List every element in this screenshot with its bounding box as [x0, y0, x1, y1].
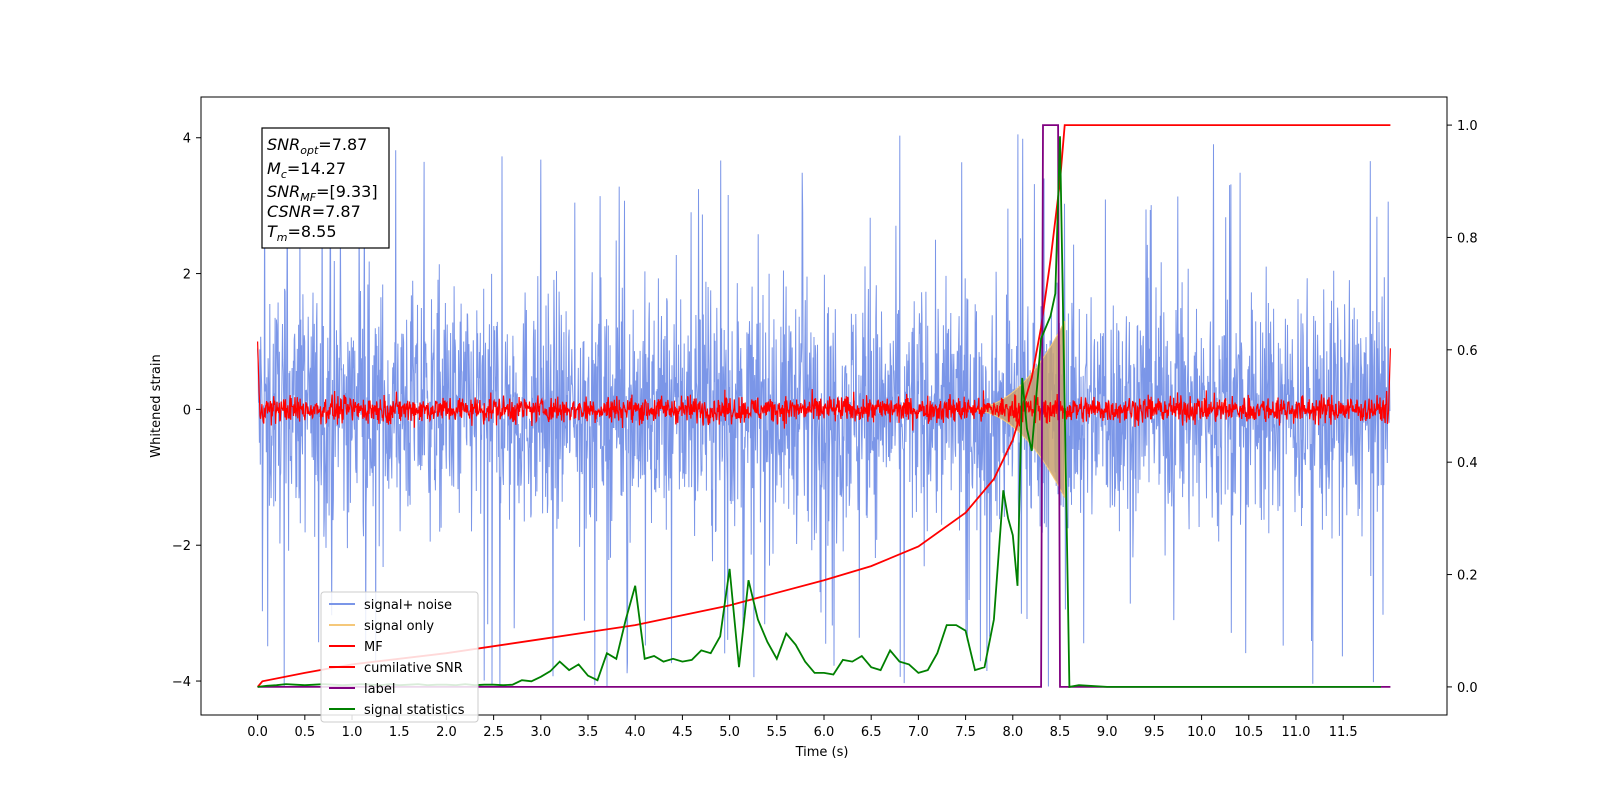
y-axis-ticks: 4 2 0 −2 −4 — [172, 132, 201, 690]
y2-tick-label: 0.6 — [1457, 344, 1478, 359]
x-tick-label: 0.0 — [247, 725, 268, 740]
legend-label-cumilative-snr: cumilative SNR — [364, 661, 463, 676]
series-mf-line — [257, 341, 1391, 431]
annotation-tm: Tm=8.55 — [267, 222, 337, 244]
x-tick-label: 2.5 — [483, 725, 504, 740]
y2-axis-ticks: 1.0 0.8 0.6 0.4 0.2 0.0 — [1447, 119, 1478, 696]
x-tick-label: 9.5 — [1144, 725, 1165, 740]
x-tick-label: 4.0 — [625, 725, 646, 740]
y2-tick-label: 0.2 — [1457, 569, 1478, 584]
x-tick-label: 5.0 — [719, 725, 740, 740]
annotation-mc: Mc=14.27 — [267, 159, 346, 181]
x-tick-label: 11.0 — [1281, 725, 1310, 740]
x-tick-label: 1.5 — [389, 725, 410, 740]
x-tick-label: 4.5 — [672, 725, 693, 740]
x-tick-label: 9.0 — [1097, 725, 1118, 740]
y-tick-label: −2 — [172, 539, 191, 554]
annotation-snr-mf: SNRMF=[9.33] — [267, 182, 378, 204]
y2-tick-label: 0.4 — [1457, 456, 1478, 471]
series-layer — [256, 124, 1391, 688]
x-tick-label: 10.5 — [1234, 725, 1263, 740]
y2-tick-label: 0.8 — [1457, 231, 1478, 246]
y2-tick-label: 1.0 — [1457, 119, 1478, 134]
x-tick-label: 6.0 — [814, 725, 835, 740]
legend: signal+ noise signal only MF cumilative … — [320, 591, 479, 723]
x-tick-label: 3.0 — [530, 725, 551, 740]
x-tick-label: 6.5 — [861, 725, 882, 740]
x-tick-label: 7.5 — [955, 725, 976, 740]
y-tick-label: 0 — [183, 403, 191, 418]
annotation-box: SNRopt=7.87 Mc=14.27 SNRMF=[9.33] CSNR=7… — [261, 127, 390, 249]
x-tick-label: 5.5 — [766, 725, 787, 740]
legend-label-label: label — [364, 682, 395, 697]
annotation-snr-opt: SNRopt=7.87 — [267, 135, 367, 157]
annotation-frame — [261, 127, 390, 249]
x-axis-ticks: 0.0 0.5 1.0 1.5 2.0 2.5 3.0 3.5 4.0 4.5 5.0 5.5 6.0 6… — [247, 715, 1358, 740]
x-tick-label: 3.5 — [578, 725, 599, 740]
y-tick-label: 2 — [183, 268, 191, 283]
annotation-csnr: CSNR=7.87 — [267, 202, 361, 221]
y-tick-label: −4 — [172, 675, 191, 690]
x-tick-label: 1.0 — [342, 725, 363, 740]
legend-label-signal-noise: signal+ noise — [364, 598, 452, 613]
y2-tick-label: 0.0 — [1457, 681, 1478, 696]
y-axis-label: Whitened strain — [149, 354, 164, 457]
x-tick-label: 11.5 — [1329, 725, 1358, 740]
legend-label-signal-only: signal only — [364, 619, 434, 634]
x-tick-label: 2.0 — [436, 725, 457, 740]
legend-frame — [320, 591, 479, 723]
x-tick-label: 8.0 — [1002, 725, 1023, 740]
x-tick-label: 10.0 — [1187, 725, 1216, 740]
x-axis-label: Time (s) — [795, 745, 849, 760]
legend-label-mf: MF — [364, 640, 383, 655]
legend-label-signal-statistics: signal statistics — [364, 703, 465, 718]
x-tick-label: 0.5 — [294, 725, 315, 740]
x-tick-label: 8.5 — [1050, 725, 1071, 740]
x-tick-label: 7.0 — [908, 725, 929, 740]
y-tick-label: 4 — [183, 132, 191, 147]
